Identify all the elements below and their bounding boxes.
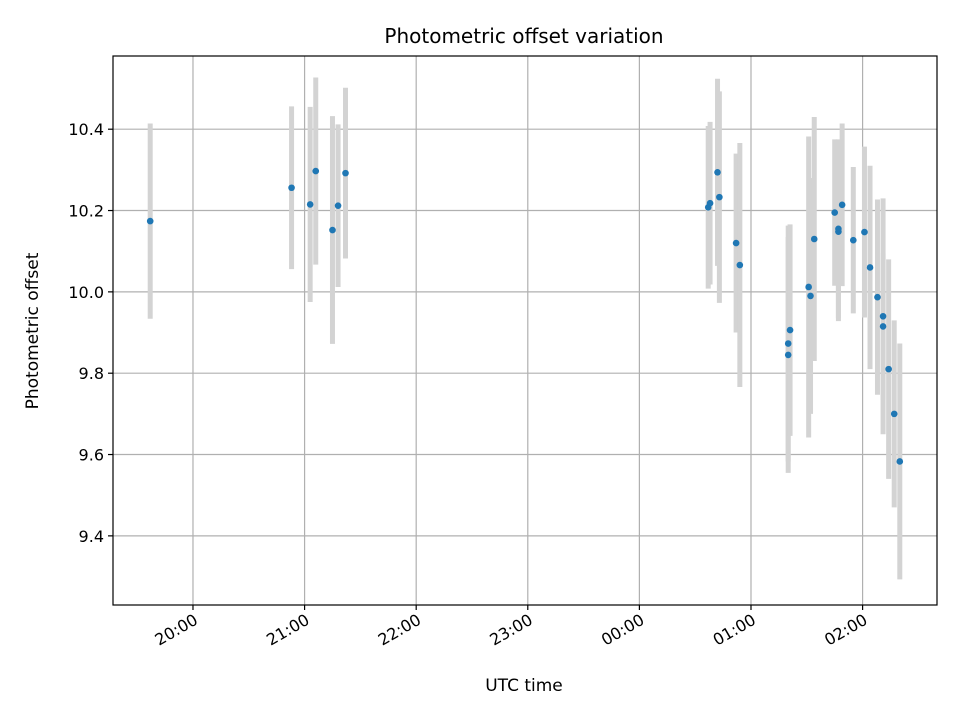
data-point xyxy=(784,340,792,347)
data-point xyxy=(736,261,744,269)
y-axis-label: Photometric offset xyxy=(23,252,43,409)
data-point xyxy=(306,201,314,208)
data-point xyxy=(835,225,842,233)
data-point xyxy=(288,184,295,192)
y-tick-label: 9.6 xyxy=(79,446,104,465)
data-point xyxy=(879,323,887,330)
data-point xyxy=(866,264,874,271)
y-tick-label: 9.4 xyxy=(79,527,104,546)
y-tick-label: 10.0 xyxy=(68,283,104,302)
data-point xyxy=(732,239,740,247)
data-point xyxy=(342,169,349,177)
data-point xyxy=(810,235,818,243)
data-point xyxy=(714,169,721,176)
y-tick-label: 10.2 xyxy=(68,202,104,221)
data-point xyxy=(786,326,794,334)
data-point xyxy=(329,226,336,234)
data-point xyxy=(334,202,342,209)
data-point xyxy=(784,351,792,359)
chart-title: Photometric offset variation xyxy=(384,24,663,48)
data-point xyxy=(874,293,881,301)
data-point xyxy=(146,217,154,225)
data-point xyxy=(831,209,838,216)
plot-frame xyxy=(112,55,938,606)
y-axis-ticks: 9.4 9.6 9.8 10.0 10.2 10.4 xyxy=(68,120,113,546)
y-tick-label: 10.4 xyxy=(68,120,104,139)
data-point xyxy=(890,410,898,418)
data-point xyxy=(312,167,320,175)
data-points xyxy=(146,167,904,465)
data-point xyxy=(879,312,887,320)
data-point xyxy=(885,365,892,373)
y-tick-label: 9.8 xyxy=(79,364,104,383)
data-point xyxy=(861,228,868,236)
x-axis-label: UTC time xyxy=(485,676,563,696)
data-point xyxy=(805,283,812,291)
data-point xyxy=(706,199,714,207)
data-point xyxy=(807,292,814,300)
data-point xyxy=(716,193,723,201)
grid-lines xyxy=(113,56,937,605)
data-point xyxy=(896,458,904,465)
data-point xyxy=(849,236,857,244)
data-point xyxy=(838,201,846,209)
